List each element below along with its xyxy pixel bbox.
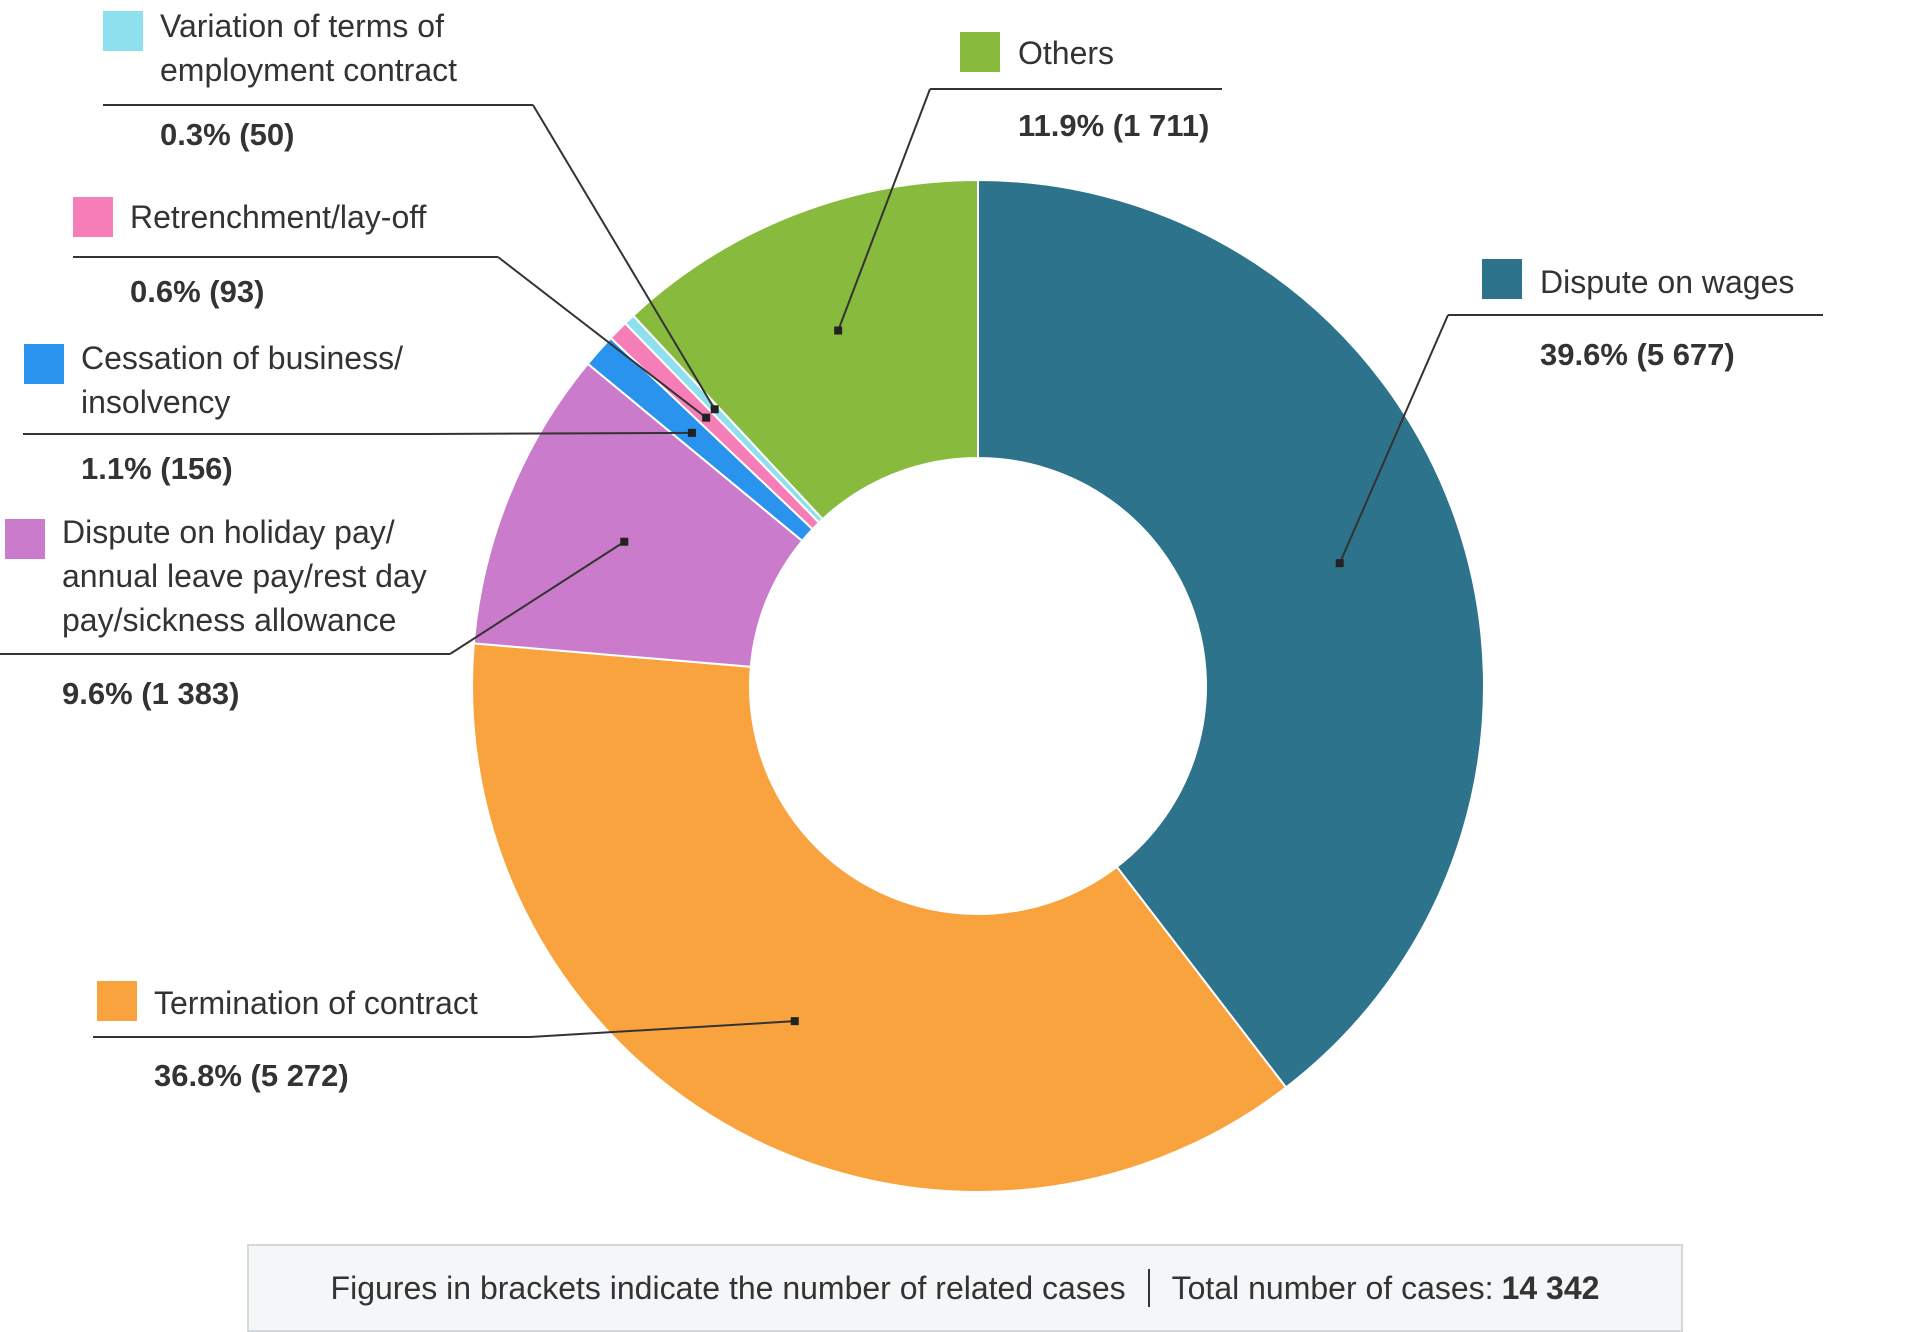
legend-label-line: pay/sickness allowance (62, 602, 396, 638)
label-group-others: Others 11.9% (1 711) (834, 32, 1222, 335)
leader-dot-variation-of-terms-of-employment-contract (710, 405, 719, 414)
label-group-cessation-of-business-insolvency: Cessation of business/insolvency 1.1% (15… (23, 340, 696, 486)
legend-label-others: Others (1018, 35, 1114, 71)
legend-label-line: Dispute on holiday pay/ (62, 514, 395, 550)
label-group-variation-of-terms-of-employment-contract: Variation of terms of employment contract… (103, 8, 719, 414)
value-label-dispute-on-holiday-pay-annual-leave-pay-rest-day-pay-sickness-allowance: 9.6% (1 383) (62, 676, 240, 711)
value-label-variation-of-terms-of-employment-contract: 0.3% (50) (160, 117, 294, 152)
label-group-termination-of-contract: Termination of contract 36.8% (5 272) (93, 981, 799, 1093)
slice-termination-of-contract (471, 642, 1288, 1193)
legend-label-line: insolvency (81, 384, 230, 420)
legend-label-variation-of-terms-of-employment-contract: Variation of terms of employment contract (160, 8, 457, 88)
leader-dot-retrenchment-lay-off (702, 413, 711, 422)
legend-label-line: Cessation of business/ (81, 340, 403, 376)
legend-label-line: Variation of terms of (160, 8, 444, 44)
footnote-box: Figures in brackets indicate the number … (247, 1244, 1683, 1332)
legend-swatch-dispute-on-holiday-pay-annual-leave-pay-rest-day-pay-sickness-allowance (5, 519, 45, 559)
slice-others (631, 178, 979, 521)
legend-label-line: Others (1018, 35, 1114, 71)
legend-swatch-retrenchment-lay-off (73, 197, 113, 237)
legend-swatch-termination-of-contract (97, 981, 137, 1021)
legend-label-line: annual leave pay/rest day (62, 558, 427, 594)
legend-label-retrenchment-lay-off: Retrenchment/lay-off (130, 199, 427, 235)
slice-dispute-on-holiday-pay-annual-leave-pay-rest-day-pay-sickness-allowance (472, 362, 804, 668)
legend-label-line: Termination of contract (154, 985, 478, 1021)
total-label: Total number of cases: (1171, 1269, 1494, 1306)
label-group-retrenchment-lay-off: Retrenchment/lay-off 0.6% (93) (73, 197, 711, 422)
label-group-dispute-on-holiday-pay-annual-leave-pay-rest-day-pay-sickness-allowance: Dispute on holiday pay/annual leave pay/… (0, 514, 629, 711)
legend-label-line: Dispute on wages (1540, 264, 1794, 300)
legend-label-termination-of-contract: Termination of contract (154, 985, 478, 1021)
leader-line-others (837, 88, 931, 331)
leader-dot-cessation-of-business-insolvency (687, 428, 696, 437)
footnote-text: Figures in brackets indicate the number … (330, 1269, 1126, 1306)
leader-line-termination-of-contract (529, 1020, 795, 1038)
value-label-termination-of-contract: 36.8% (5 272) (154, 1058, 349, 1093)
legend-label-dispute-on-holiday-pay-annual-leave-pay-rest-day-pay-sickness-allowance: Dispute on holiday pay/annual leave pay/… (62, 514, 427, 638)
slice-dispute-on-wages (977, 178, 1485, 1089)
footnote-separator (1147, 1269, 1150, 1307)
leader-dot-termination-of-contract (790, 1017, 799, 1026)
legend-swatch-others (960, 32, 1000, 72)
legend-label-line: Retrenchment/lay-off (130, 199, 427, 235)
leader-line-variation-of-terms-of-employment-contract (532, 104, 716, 410)
donut-slices (471, 178, 1485, 1193)
legend-label-cessation-of-business-insolvency: Cessation of business/insolvency (81, 340, 403, 420)
leader-line-dispute-on-holiday-pay-annual-leave-pay-rest-day-pay-sickness-allowance (449, 540, 625, 655)
legend-label-dispute-on-wages: Dispute on wages (1540, 264, 1794, 300)
leader-line-retrenchment-lay-off (497, 256, 707, 419)
leader-line-cessation-of-business-insolvency (427, 431, 692, 435)
value-label-dispute-on-wages: 39.6% (5 677) (1540, 337, 1735, 372)
legend-swatch-variation-of-terms-of-employment-contract (103, 11, 143, 51)
leader-dot-dispute-on-wages (1335, 559, 1344, 568)
slice-labels: Dispute on wages 39.6% (5 677) Termination… (0, 8, 1823, 1093)
total-value: 14 342 (1501, 1269, 1600, 1306)
legend-swatch-cessation-of-business-insolvency (24, 344, 64, 384)
legend-swatch-dispute-on-wages (1482, 259, 1522, 299)
value-label-others: 11.9% (1 711) (1018, 108, 1209, 143)
legend-label-line: employment contract (160, 52, 457, 88)
value-label-retrenchment-lay-off: 0.6% (93) (130, 274, 264, 309)
leader-dot-dispute-on-holiday-pay-annual-leave-pay-rest-day-pay-sickness-allowance (620, 537, 629, 546)
value-label-cessation-of-business-insolvency: 1.1% (156) (81, 451, 233, 486)
leader-dot-others (834, 326, 843, 335)
leader-line-dispute-on-wages (1338, 314, 1449, 564)
label-group-dispute-on-wages: Dispute on wages 39.6% (5 677) (1335, 259, 1823, 568)
